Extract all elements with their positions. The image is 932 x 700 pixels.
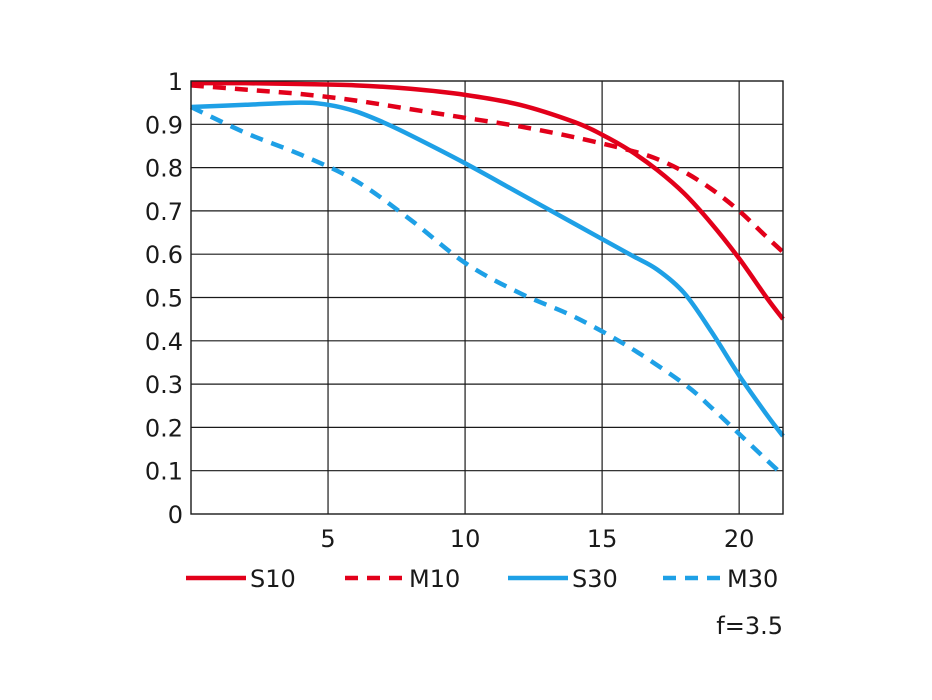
y-tick-label: 0.7 (145, 198, 183, 226)
plot-frame (190, 80, 784, 515)
y-tick-label: 0.8 (145, 155, 183, 183)
legend-label: M10 (409, 565, 460, 593)
x-tick-label: 15 (587, 525, 618, 553)
legend-item-s30: S30 (508, 565, 618, 593)
aperture-note: f=3.5 (716, 612, 783, 640)
y-tick-label: 0.3 (145, 371, 183, 399)
grid (191, 81, 783, 514)
legend-item-m10: M10 (345, 565, 460, 593)
legend-item-s10: S10 (186, 565, 296, 593)
y-tick-label: 0.2 (145, 414, 183, 442)
y-tick-label: 0.9 (145, 111, 183, 139)
y-tick-label: 0 (168, 501, 183, 529)
y-axis-tick-labels: 0 0.1 0.2 0.3 0.4 0.5 0.6 0.7 0.8 0.9 1 (145, 68, 183, 529)
series-line-m30 (190, 104, 785, 477)
legend-item-m30: M30 (663, 565, 778, 593)
y-tick-label: 0.5 (145, 285, 183, 313)
legend-label: S10 (250, 565, 296, 593)
legend: S10 M10 S30 M30 (186, 565, 778, 593)
series-line-m10 (190, 83, 785, 254)
series-lines (190, 80, 785, 477)
legend-label: S30 (572, 565, 618, 593)
legend-label: M30 (727, 565, 778, 593)
x-axis-tick-labels: 5 10 15 20 (320, 525, 754, 553)
series-line-s10 (190, 80, 785, 321)
series-line-s30 (190, 100, 785, 438)
y-tick-label: 0.6 (145, 241, 183, 269)
x-tick-label: 20 (724, 525, 755, 553)
x-tick-label: 10 (450, 525, 481, 553)
y-tick-label: 0.4 (145, 328, 183, 356)
x-tick-label: 5 (320, 525, 335, 553)
y-tick-label: 1 (168, 68, 183, 96)
y-tick-label: 0.1 (145, 458, 183, 486)
